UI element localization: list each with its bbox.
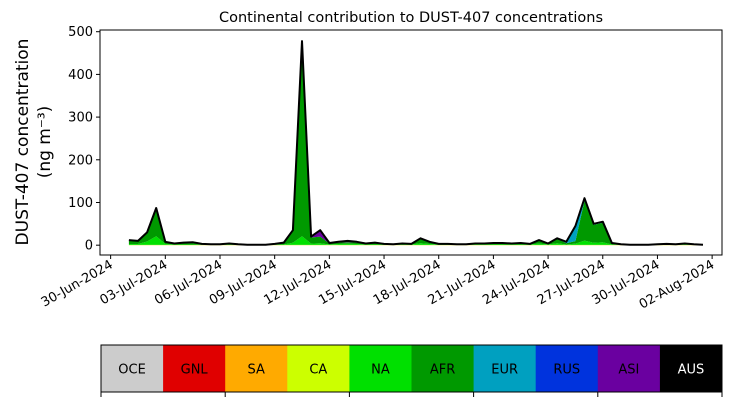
colorbar-cell-asi [597,345,661,392]
colorbar-cell-ca [287,345,350,392]
colorbar-frame [100,344,723,393]
colorbar-label-afr: AFR [430,363,455,378]
y-axis-label: DUST-407 concentration (ng m⁻³) [13,39,55,246]
colorbar-cell-sa [225,345,288,392]
axes: 010020030040050030-Jun-202403-Jul-202406… [39,25,723,313]
area-afr [128,44,703,245]
colorbar-cell-oce [101,345,164,392]
y-tick-label: 200 [68,153,93,168]
y-tick-label: 500 [68,25,93,40]
colorbar-cell-afr [411,345,475,392]
y-axis-label-line2: (ng m⁻³) [35,106,55,179]
colorbar-label-sa: SA [248,363,265,378]
y-tick-label: 400 [68,68,93,83]
y-tick-label: 0 [85,239,93,254]
area-rus [128,42,703,245]
colorbar-label-aus: AUS [678,363,705,378]
area-asi [128,41,703,245]
colorbar-label-rus: RUS [553,363,580,378]
colorbar-cell-eur [473,345,537,392]
colorbar-label-ca: CA [309,363,327,378]
colorbar-label-eur: EUR [491,363,518,378]
colorbar-cell-na [349,345,412,392]
colorbar-label-na: NA [371,363,390,378]
colorbar-cell-aus [659,345,723,392]
colorbar-label-oce: OCE [118,363,146,378]
area-aus [128,41,703,245]
colorbar: OCE GNL SA CA NA AFR EUR RUS ASI AUS [100,344,723,397]
stacked-areas [128,40,704,246]
y-tick-label: 100 [68,196,93,211]
y-tick-label: 300 [68,111,93,126]
total-line [128,40,704,246]
plot-frame [99,29,723,256]
colorbar-cell-rus [535,345,599,392]
y-axis-label-line1: DUST-407 concentration [13,39,33,246]
area-eur [128,44,703,245]
colorbar-cell-gnl [163,345,226,392]
chart-title: Continental contribution to DUST-407 con… [219,10,603,26]
colorbar-label-gnl: GNL [181,363,209,378]
colorbar-label-asi: ASI [618,363,639,378]
